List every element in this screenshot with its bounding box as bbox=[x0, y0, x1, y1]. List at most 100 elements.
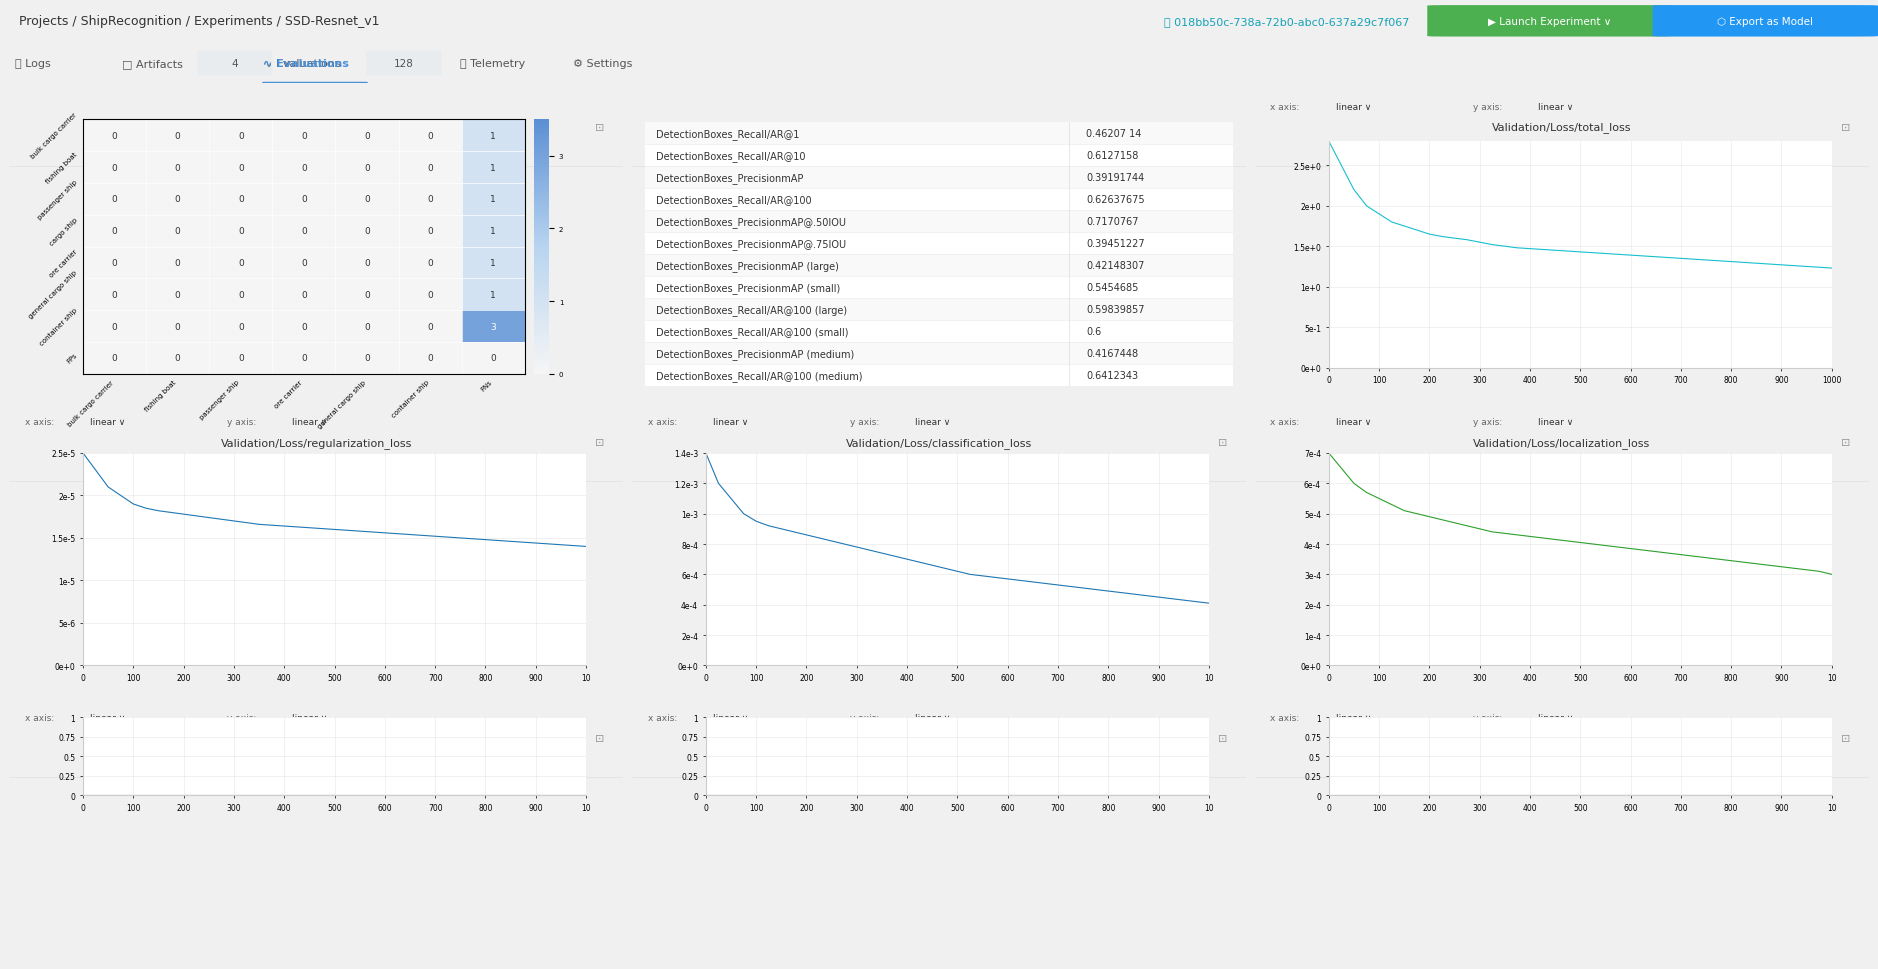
Bar bbox=[644, 123, 1234, 145]
Text: 0: 0 bbox=[300, 259, 306, 267]
Text: y axis:: y axis: bbox=[849, 713, 879, 723]
Text: 0: 0 bbox=[300, 195, 306, 204]
Text: linear ∨: linear ∨ bbox=[1335, 103, 1371, 112]
Text: 0: 0 bbox=[111, 291, 118, 299]
Text: x axis:: x axis: bbox=[648, 713, 676, 723]
Text: ⊡: ⊡ bbox=[595, 123, 605, 133]
Text: ⊡: ⊡ bbox=[1219, 734, 1228, 743]
Text: 0.42148307: 0.42148307 bbox=[1085, 261, 1144, 271]
Text: 0: 0 bbox=[426, 164, 434, 172]
Text: 0: 0 bbox=[300, 354, 306, 363]
Text: 1: 1 bbox=[490, 195, 496, 204]
Text: 0: 0 bbox=[239, 354, 244, 363]
Text: linear ∨: linear ∨ bbox=[915, 713, 950, 723]
Text: 0: 0 bbox=[300, 227, 306, 235]
Text: Evaluation/Metrics: Evaluation/Metrics bbox=[888, 123, 990, 133]
Bar bbox=[644, 299, 1234, 321]
Text: ⊡: ⊡ bbox=[595, 734, 605, 743]
Text: 0: 0 bbox=[239, 195, 244, 204]
Text: 0: 0 bbox=[175, 354, 180, 363]
Text: y axis:: y axis: bbox=[1472, 713, 1502, 723]
Text: 0: 0 bbox=[364, 227, 370, 235]
Text: 1: 1 bbox=[490, 291, 496, 299]
Bar bbox=[644, 343, 1234, 365]
Text: 0: 0 bbox=[426, 291, 434, 299]
Text: 1: 1 bbox=[490, 164, 496, 172]
Text: 0: 0 bbox=[111, 354, 118, 363]
Text: 0: 0 bbox=[300, 323, 306, 331]
Text: 0: 0 bbox=[175, 132, 180, 141]
Text: x axis:: x axis: bbox=[1270, 103, 1300, 112]
FancyBboxPatch shape bbox=[1653, 6, 1878, 38]
Text: DetectionBoxes_PrecisionmAP@.50IOU: DetectionBoxes_PrecisionmAP@.50IOU bbox=[655, 217, 847, 228]
Text: 0.39451227: 0.39451227 bbox=[1085, 239, 1146, 249]
Text: Validation/Loss/regularization_loss: Validation/Loss/regularization_loss bbox=[220, 437, 411, 449]
Text: 0.5454685: 0.5454685 bbox=[1085, 283, 1138, 293]
Text: 📈 Logs: 📈 Logs bbox=[15, 59, 51, 69]
Text: 0: 0 bbox=[239, 323, 244, 331]
Text: 0: 0 bbox=[111, 259, 118, 267]
Text: linear ∨: linear ∨ bbox=[714, 418, 749, 427]
Text: 0: 0 bbox=[426, 227, 434, 235]
Text: linear ∨: linear ∨ bbox=[915, 418, 950, 427]
Text: DetectionBoxes_Recall/AR@100 (medium): DetectionBoxes_Recall/AR@100 (medium) bbox=[655, 370, 862, 381]
Bar bbox=[644, 365, 1234, 387]
Text: y axis:: y axis: bbox=[1472, 418, 1502, 427]
Text: DetectionBoxes_Recall/AR@100 (small): DetectionBoxes_Recall/AR@100 (small) bbox=[655, 327, 849, 337]
Text: linear ∨: linear ∨ bbox=[1538, 418, 1574, 427]
Text: 0.6412343: 0.6412343 bbox=[1085, 371, 1138, 381]
Text: 1: 1 bbox=[490, 259, 496, 267]
Text: linear ∨: linear ∨ bbox=[1538, 103, 1574, 112]
Bar bbox=[644, 211, 1234, 234]
Text: DetectionBoxes_PrecisionmAP (medium): DetectionBoxes_PrecisionmAP (medium) bbox=[655, 349, 854, 359]
Text: Validation/DetectionBoxes_Recall/AR@100 (medium): Validation/DetectionBoxes_Recall/AR@100 … bbox=[793, 733, 1085, 744]
Text: 128: 128 bbox=[394, 59, 413, 69]
Text: Validation/Loss/total_loss: Validation/Loss/total_loss bbox=[1493, 122, 1632, 134]
Text: 0: 0 bbox=[239, 291, 244, 299]
Text: 0: 0 bbox=[426, 354, 434, 363]
Text: Validation/Loss/localization_loss: Validation/Loss/localization_loss bbox=[1472, 437, 1651, 449]
Text: Validation/Loss/classification_loss: Validation/Loss/classification_loss bbox=[845, 437, 1033, 449]
Bar bbox=[644, 277, 1234, 299]
Text: linear ∨: linear ∨ bbox=[1335, 713, 1371, 723]
Text: ⊡: ⊡ bbox=[1840, 123, 1850, 133]
Text: 0: 0 bbox=[364, 323, 370, 331]
FancyBboxPatch shape bbox=[366, 51, 441, 77]
Text: x axis:: x axis: bbox=[24, 713, 54, 723]
Text: □ Artifacts: □ Artifacts bbox=[122, 59, 182, 69]
Text: 0: 0 bbox=[175, 227, 180, 235]
Text: Evaluation/confusion-matrix: Evaluation/confusion-matrix bbox=[239, 123, 394, 133]
Text: 0: 0 bbox=[426, 259, 434, 267]
Text: Validation/DetectionBoxes_Recall/AR@100 (small): Validation/DetectionBoxes_Recall/AR@100 … bbox=[1424, 733, 1701, 744]
Text: x axis:: x axis: bbox=[1270, 418, 1300, 427]
Bar bbox=[644, 168, 1234, 189]
Text: 0: 0 bbox=[364, 164, 370, 172]
Text: 0: 0 bbox=[175, 164, 180, 172]
Text: 3: 3 bbox=[490, 323, 496, 331]
Text: DetectionBoxes_PrecisionmAP@.75IOU: DetectionBoxes_PrecisionmAP@.75IOU bbox=[655, 238, 847, 249]
Text: 0: 0 bbox=[175, 323, 180, 331]
Text: DetectionBoxes_Recall/AR@1: DetectionBoxes_Recall/AR@1 bbox=[655, 129, 800, 140]
Text: 0: 0 bbox=[426, 132, 434, 141]
Text: 0: 0 bbox=[111, 132, 118, 141]
Text: DetectionBoxes_PrecisionmAP (large): DetectionBoxes_PrecisionmAP (large) bbox=[655, 261, 839, 271]
Text: 0: 0 bbox=[364, 354, 370, 363]
Text: ⊡: ⊡ bbox=[1219, 438, 1228, 448]
Text: ∿ Evaluations: ∿ Evaluations bbox=[263, 59, 349, 69]
Text: linear ∨: linear ∨ bbox=[714, 713, 749, 723]
Text: 1: 1 bbox=[490, 132, 496, 141]
Text: 🖋 Telemetry: 🖋 Telemetry bbox=[460, 59, 526, 69]
FancyBboxPatch shape bbox=[1427, 6, 1671, 38]
Text: 0.4167448: 0.4167448 bbox=[1085, 349, 1138, 359]
Text: y axis:: y axis: bbox=[849, 418, 879, 427]
Text: ⊡: ⊡ bbox=[595, 438, 605, 448]
Text: 0: 0 bbox=[111, 227, 118, 235]
Text: 0.6127158: 0.6127158 bbox=[1085, 151, 1138, 161]
Text: 0.59839857: 0.59839857 bbox=[1085, 305, 1146, 315]
Text: 0: 0 bbox=[111, 323, 118, 331]
Text: 0: 0 bbox=[426, 195, 434, 204]
Text: 4: 4 bbox=[231, 59, 239, 69]
Text: x axis:: x axis: bbox=[24, 418, 54, 427]
Text: 0: 0 bbox=[175, 291, 180, 299]
Text: ⊡: ⊡ bbox=[1840, 438, 1850, 448]
